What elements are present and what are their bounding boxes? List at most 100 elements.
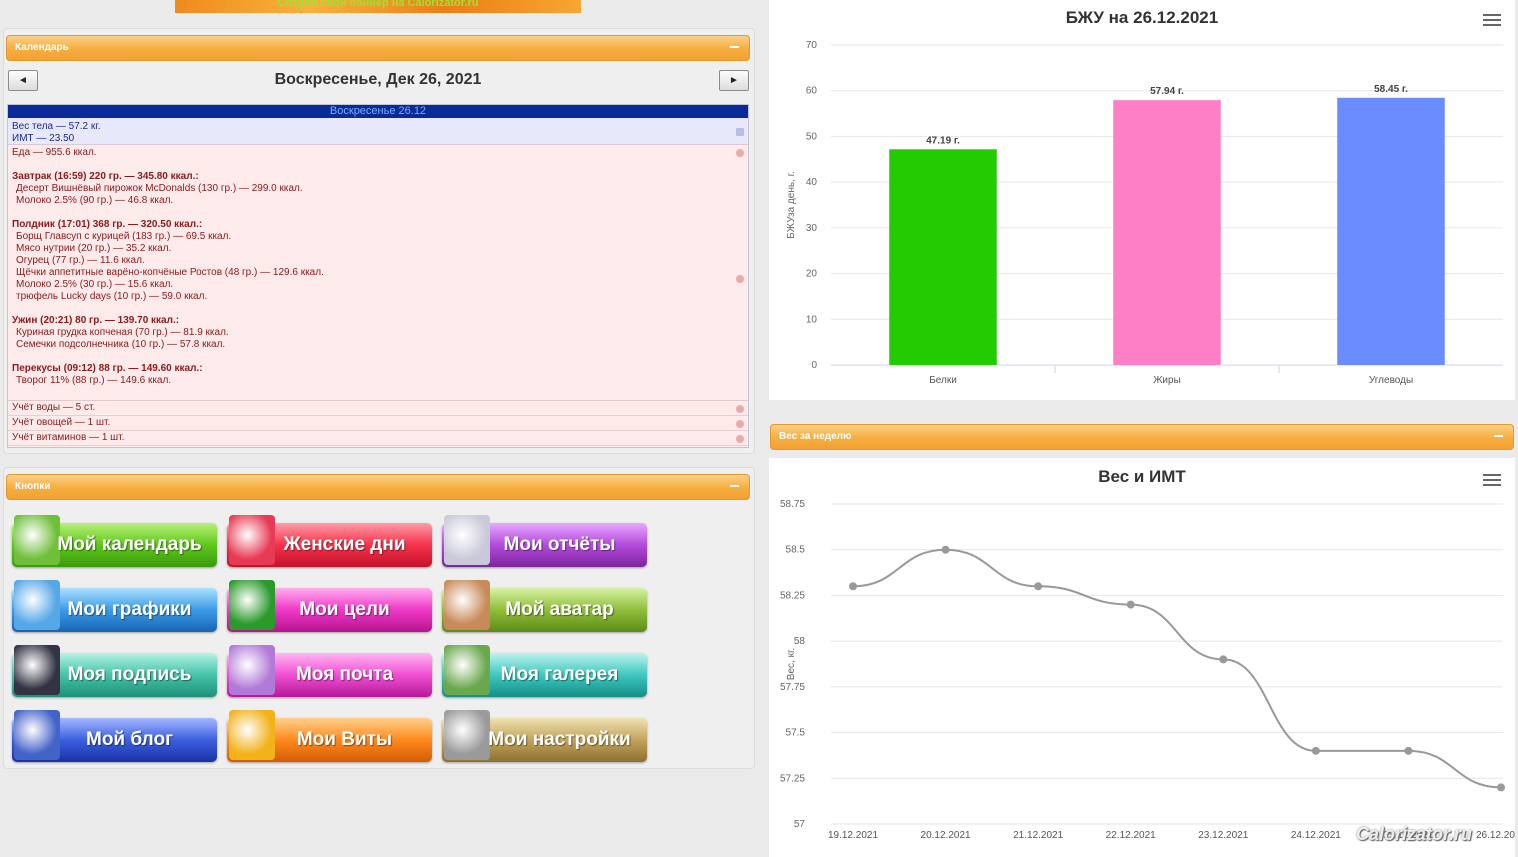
y-tick-label: 58.25 bbox=[780, 590, 805, 601]
nav-button-label: Мои Виты bbox=[296, 729, 393, 750]
notepad-icon bbox=[14, 710, 60, 760]
bzhu-chart-panel: БЖУ на 26.12.2021 0 10 20 30 40 50 60 70 БЖУза д… bbox=[769, 0, 1515, 400]
x-tick-label: 20.12.2021 bbox=[921, 830, 971, 841]
nav-button[interactable]: Женские дни bbox=[227, 515, 432, 567]
y-axis-label: БЖУза день, г. bbox=[786, 171, 797, 239]
x-tick-label: Углеводы bbox=[1369, 375, 1413, 386]
menu-icon[interactable] bbox=[1483, 14, 1501, 29]
extra-tracker-label: Учёт воды — 5 ст. bbox=[12, 402, 96, 413]
nav-button-label: Женские дни bbox=[283, 534, 406, 555]
nav-button[interactable]: Мои настройки bbox=[442, 710, 647, 762]
watermark-logo: Calorizator.ru bbox=[1356, 824, 1473, 844]
y-tick-label: 0 bbox=[811, 360, 817, 371]
apple-icon[interactable] bbox=[736, 149, 744, 157]
extra-tracker-label: Учёт овощей — 1 шт. bbox=[12, 417, 111, 428]
extra-tracker-row[interactable]: Учёт воды — 5 ст. bbox=[8, 401, 748, 416]
scale-icon[interactable] bbox=[736, 128, 744, 136]
extra-tracker-row[interactable]: Учёт овощей — 1 шт. bbox=[8, 416, 748, 431]
data-label: 58.45 г. bbox=[1374, 84, 1408, 95]
extra-tracker-row[interactable]: Учёт витаминов — 1 шт. bbox=[8, 431, 748, 446]
collapse-icon[interactable] bbox=[730, 46, 739, 48]
prev-day-button[interactable]: ◄ bbox=[8, 70, 38, 91]
apple-icon[interactable] bbox=[736, 275, 744, 283]
target-icon bbox=[229, 580, 275, 630]
x-tick-label: 21.12.2021 bbox=[1013, 830, 1063, 841]
apple-icon[interactable] bbox=[736, 435, 744, 443]
bar-chart-icon bbox=[14, 580, 60, 630]
nav-button[interactable]: Мои отчёты bbox=[442, 515, 647, 567]
promo-banner[interactable]: Создай свой баннер на Calorizator.ru bbox=[175, 0, 581, 13]
bar bbox=[889, 149, 997, 365]
nav-button[interactable]: Моя подпись bbox=[12, 645, 217, 697]
y-tick-label: 58.5 bbox=[786, 545, 806, 556]
meal-item: трюфель Lucky days (10 гр.) — 59.0 ккал. bbox=[16, 291, 208, 302]
meals-list: Завтрак (16:59) 220 гр. — 345.80 ккал.: Д… bbox=[12, 171, 744, 387]
y-tick-label: 40 bbox=[806, 177, 818, 188]
extra-tracker-label: Учёт витаминов — 1 шт. bbox=[12, 432, 125, 443]
weight-chart-panel: Вес и ИМТ 57 57.25 57.5 57.75 58 58.25 58.5 58.… bbox=[769, 458, 1515, 857]
x-tick-label: 24.12.2021 bbox=[1291, 830, 1341, 841]
bar bbox=[1337, 97, 1445, 366]
meal-title: Перекусы (09:12) 88 гр. — 149.60 ккал.: bbox=[12, 363, 203, 374]
apple-icon[interactable] bbox=[736, 420, 744, 428]
collapse-icon[interactable] bbox=[730, 485, 739, 487]
collapse-icon[interactable] bbox=[1494, 435, 1503, 437]
data-point bbox=[1034, 582, 1043, 591]
bzhu-bar-chart: 0 10 20 30 40 50 60 70 БЖУза день, г. 47.19 г. Бел… bbox=[786, 40, 1503, 386]
y-tick-label: 58.75 bbox=[780, 499, 805, 510]
banner-text: Создай свой баннер на Calorizator.ru bbox=[277, 0, 479, 9]
series-line bbox=[852, 548, 1502, 789]
nav-button[interactable]: Моя галерея bbox=[442, 645, 647, 697]
bzhu-chart-title: БЖУ на 26.12.2021 bbox=[1065, 8, 1219, 27]
meal-title: Ужин (20:21) 80 гр. — 139.70 ккал.: bbox=[12, 315, 180, 326]
nav-button[interactable]: Моя почта bbox=[227, 645, 432, 697]
calendar-icon bbox=[14, 515, 60, 565]
weight-chart-title: Вес и ИМТ bbox=[1098, 467, 1186, 486]
y-tick-label: 57.25 bbox=[780, 773, 805, 784]
x-tick-label: Жиры bbox=[1153, 375, 1181, 386]
nav-button[interactable]: Мои цели bbox=[227, 580, 432, 632]
buttons-panel-title: Кнопки bbox=[15, 481, 51, 492]
meal-title: Полдник (17:01) 368 гр. — 320.50 ккал.: bbox=[12, 219, 203, 230]
buttons-panel-header[interactable]: Кнопки bbox=[6, 474, 750, 500]
y-tick-label: 10 bbox=[806, 314, 818, 325]
nav-button[interactable]: Мои графики bbox=[12, 580, 217, 632]
gears-icon bbox=[444, 710, 490, 760]
extras-list: Учёт воды — 5 ст. Учёт овощей — 1 шт. Учёт… bbox=[8, 401, 748, 446]
nav-button-label: Мои настройки bbox=[488, 729, 631, 750]
weight-line-chart: 57 57.25 57.5 57.75 58 58.25 58.5 58.75 Вес, кг.… bbox=[780, 499, 1515, 841]
pen-icon bbox=[14, 645, 60, 695]
data-point bbox=[941, 545, 950, 554]
x-tick-label: 19.12.2021 bbox=[828, 830, 878, 841]
nav-button[interactable]: Мой блог bbox=[12, 710, 217, 762]
next-day-button[interactable]: ► bbox=[719, 70, 749, 91]
y-tick-label: 57.5 bbox=[786, 728, 806, 739]
day-header[interactable]: Воскресенье 26.12 bbox=[8, 105, 748, 118]
weight-panel-title: Вес за неделю bbox=[779, 431, 852, 442]
nav-button-label: Мой блог bbox=[86, 729, 173, 750]
nav-button[interactable]: Мой аватар bbox=[442, 580, 647, 632]
y-tick-label: 30 bbox=[806, 223, 818, 234]
menu-icon[interactable] bbox=[1483, 474, 1501, 489]
data-point bbox=[1497, 783, 1505, 792]
weight-panel-header[interactable]: Вес за неделю bbox=[770, 424, 1514, 450]
portrait-icon bbox=[444, 580, 490, 630]
drafting-tools-icon bbox=[444, 515, 490, 565]
calendar-panel-header[interactable]: Календарь bbox=[6, 35, 750, 61]
bar bbox=[1113, 100, 1221, 365]
y-tick-label: 57 bbox=[794, 819, 806, 830]
apple-icon[interactable] bbox=[736, 405, 744, 413]
food-section[interactable]: Еда — 955.6 ккал. Завтрак (16:59) 220 гр… bbox=[8, 145, 748, 401]
x-tick-label: 23.12.2021 bbox=[1198, 830, 1248, 841]
meal-item: Борщ Главсуп с курицей (183 гр.) — 69.5 … bbox=[16, 231, 232, 242]
y-tick-label: 50 bbox=[806, 131, 818, 142]
nav-button[interactable]: Мои Виты bbox=[227, 710, 432, 762]
y-tick-label: 70 bbox=[806, 40, 818, 51]
day-entry: Воскресенье 26.12 Вес тела — 57.2 кг. ИМ… bbox=[7, 104, 749, 448]
meal-item: Огурец (77 гр.) — 11.6 ккал. bbox=[16, 255, 145, 266]
weight-section[interactable]: Вес тела — 57.2 кг. ИМТ — 23.50 bbox=[8, 118, 748, 145]
nav-button-label: Моя галерея bbox=[500, 664, 619, 685]
calendar-date-title: Воскресенье, Дек 26, 2021 bbox=[274, 71, 482, 88]
nav-button[interactable]: Мой календарь bbox=[12, 515, 217, 567]
meal-item: Творог 11% (88 гр.) — 149.6 ккал. bbox=[16, 375, 172, 386]
